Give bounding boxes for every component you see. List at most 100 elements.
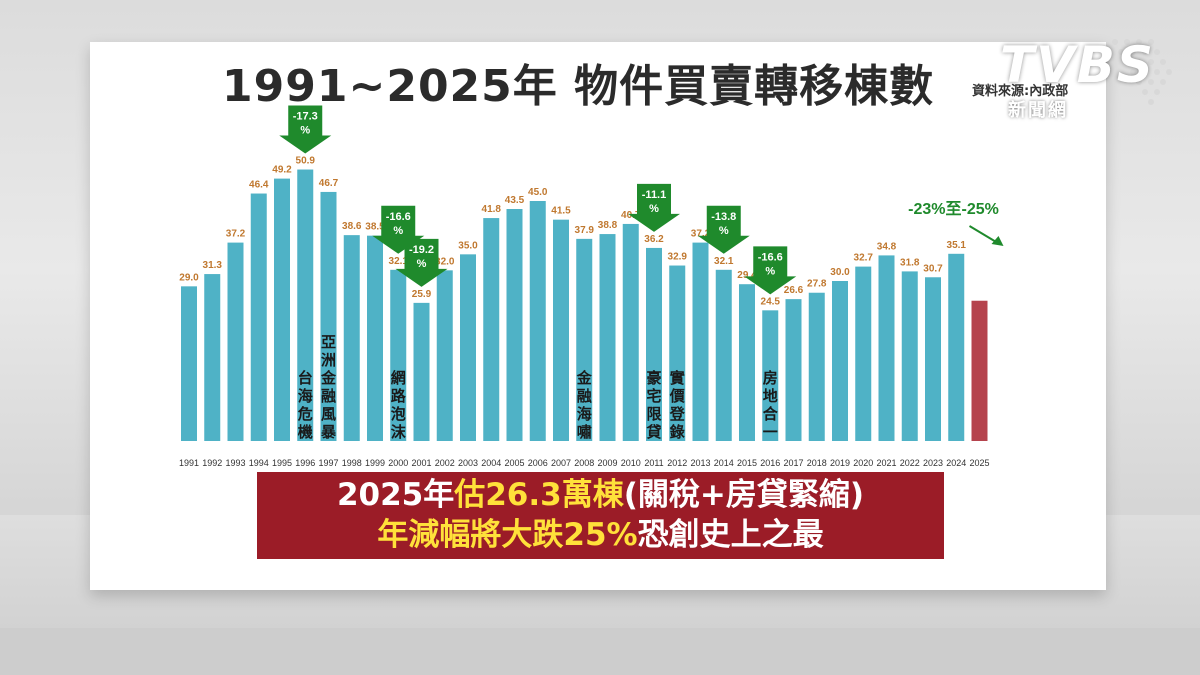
event-annotation-char: 暴 xyxy=(321,423,337,441)
event-annotation-char: 金 xyxy=(320,369,337,387)
event-annotation-char: 宅 xyxy=(646,387,661,405)
value-label-2002: 32.0 xyxy=(435,256,455,267)
x-tick-2004: 2004 xyxy=(481,458,501,468)
source-note: 資料來源:內政部 xyxy=(972,84,1069,99)
bar-2018 xyxy=(808,292,825,441)
event-annotation-char: 沫 xyxy=(391,423,407,441)
x-tick-1992: 1992 xyxy=(202,458,222,468)
bar-2006 xyxy=(529,201,546,441)
value-label-2008: 37.9 xyxy=(575,225,595,236)
bar-1991 xyxy=(181,286,197,441)
event-annotation-char: 合 xyxy=(762,405,779,423)
value-label-2005: 43.5 xyxy=(505,195,525,206)
x-tick-2008: 2008 xyxy=(574,458,594,468)
drop-arrow-unit: % xyxy=(417,258,427,270)
value-label-2023: 30.7 xyxy=(923,263,943,274)
event-annotation-char: 地 xyxy=(763,387,778,405)
x-tick-2001: 2001 xyxy=(411,458,431,468)
event-annotation-char: 價 xyxy=(669,387,686,405)
x-tick-2000: 2000 xyxy=(388,458,408,468)
x-tick-2014: 2014 xyxy=(714,458,734,468)
x-tick-2005: 2005 xyxy=(504,458,524,468)
drop-arrow-unit: % xyxy=(300,125,310,137)
value-label-2007: 41.5 xyxy=(551,206,571,217)
bar-1995 xyxy=(274,178,290,441)
logo-brand: TVBS xyxy=(1000,36,1155,94)
x-tick-2006: 2006 xyxy=(528,458,548,468)
x-tick-1997: 1997 xyxy=(318,458,338,468)
x-tick-1991: 1991 xyxy=(179,458,199,468)
drop-arrow-shape xyxy=(697,205,750,254)
bar-2007 xyxy=(553,219,569,441)
value-label-2021: 34.8 xyxy=(877,241,897,252)
drop-arrow-2014: -13.8% xyxy=(697,205,750,254)
x-tick-2007: 2007 xyxy=(551,458,571,468)
value-label-1998: 38.6 xyxy=(342,221,362,232)
value-label-1999: 38.5 xyxy=(365,222,385,233)
x-tick-2018: 2018 xyxy=(807,458,827,468)
bar-1996 xyxy=(297,169,314,442)
bar-2009 xyxy=(599,234,616,441)
drop-arrow-value: -19.2 xyxy=(409,244,434,256)
bar-2005 xyxy=(506,209,523,441)
event-annotation-char: 融 xyxy=(577,387,592,405)
event-annotation-char: 亞 xyxy=(321,333,336,351)
value-label-2000: 32.1 xyxy=(389,256,409,267)
bar-2016 xyxy=(762,310,779,441)
drop-arrow-unit: % xyxy=(765,265,775,277)
bar-2020 xyxy=(855,266,872,441)
value-label-2006: 45.0 xyxy=(528,187,548,198)
value-label-2017: 26.6 xyxy=(784,285,804,296)
value-label-2009: 38.8 xyxy=(598,220,618,231)
value-label-1995: 49.2 xyxy=(272,165,292,176)
value-label-2019: 30.0 xyxy=(830,267,850,278)
x-tick-2020: 2020 xyxy=(853,458,873,468)
drop-arrow-shape xyxy=(628,183,680,232)
x-tick-2010: 2010 xyxy=(621,458,641,468)
event-annotation-char: 台 xyxy=(298,369,313,387)
event-annotation-char: 融 xyxy=(321,387,336,405)
x-tick-1993: 1993 xyxy=(225,458,245,468)
forecast-note: -23%至-25% xyxy=(908,200,999,218)
x-tick-2009: 2009 xyxy=(597,458,617,468)
x-tick-2013: 2013 xyxy=(690,458,710,468)
event-annotation-char: 豪 xyxy=(646,369,661,387)
caption-record: 恐創史上之最 xyxy=(637,517,824,553)
event-annotation-char: 海 xyxy=(298,387,313,405)
drop-arrow-unit: % xyxy=(649,203,659,215)
value-label-1996: 50.9 xyxy=(296,156,316,167)
bar-1993 xyxy=(227,242,244,441)
event-annotation-char: 洲 xyxy=(321,351,336,369)
event-annotation-char: 錄 xyxy=(670,423,685,441)
x-tick-2002: 2002 xyxy=(435,458,455,468)
value-label-2018: 27.8 xyxy=(807,279,827,290)
bar-2011 xyxy=(646,247,662,441)
event-annotation-char: 嘯 xyxy=(577,423,592,441)
bar-1998 xyxy=(343,235,360,441)
event-annotation-char: 一 xyxy=(763,423,778,441)
drop-arrow-value: -11.1 xyxy=(642,189,666,201)
event-annotation-char: 貸 xyxy=(646,423,661,441)
event-annotation-char: 房 xyxy=(763,369,778,387)
bar-2014 xyxy=(715,269,732,441)
bar-2019 xyxy=(832,281,848,441)
background-floor-bottom xyxy=(0,628,1200,675)
value-label-2004: 41.8 xyxy=(482,204,502,215)
x-tick-1999: 1999 xyxy=(365,458,385,468)
event-annotation-char: 限 xyxy=(646,405,661,423)
event-annotation-char: 網 xyxy=(391,369,406,387)
bar-2024 xyxy=(948,253,965,441)
drop-arrow-unit: % xyxy=(393,225,403,237)
bar-1992 xyxy=(204,274,221,441)
x-tick-1998: 1998 xyxy=(342,458,362,468)
bar-2003 xyxy=(460,254,476,441)
bar-2012 xyxy=(669,265,686,441)
bar-2001 xyxy=(413,302,430,441)
drop-arrow-2011: -11.1% xyxy=(628,183,680,232)
x-tick-2019: 2019 xyxy=(830,458,850,468)
